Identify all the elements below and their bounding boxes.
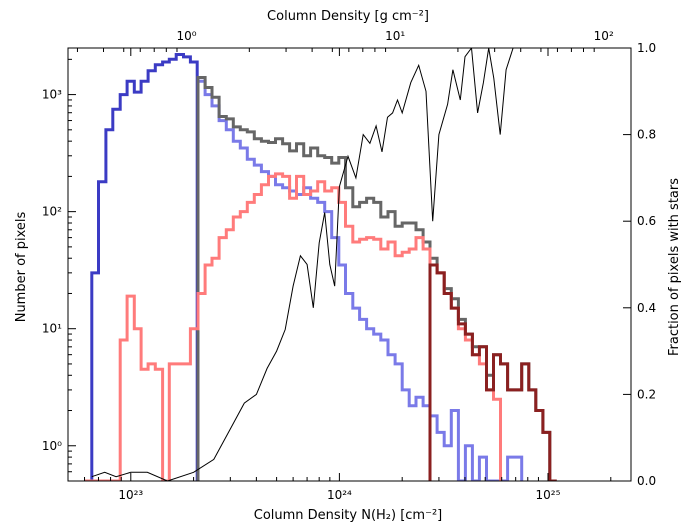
plot-frame [67,47,632,482]
top-axis-title: Column Density [g cm⁻²] [267,9,429,24]
y2-tick-label: 0.6 [637,214,656,228]
histogram-series-2 [196,79,524,481]
bottom-axis-title: Column Density N(H₂) [cm⁻²] [254,508,443,523]
x-tick-label: 10²³ [118,488,143,502]
x2-tick-label: 10¹ [385,29,405,43]
left-axis-title: Number of pixels [14,211,29,322]
y2-tick-label: 1.0 [637,41,656,55]
x-tick-label: 10²⁴ [327,488,352,502]
plot-area [84,48,557,481]
y-tick-label: 10¹ [42,322,62,336]
y-tick-label: 10⁰ [42,439,62,453]
histogram-series-3 [196,76,557,481]
histogram-series-4 [84,172,502,481]
y-tick-label: 10² [42,205,62,219]
x-tick-label: 10²⁵ [536,488,561,502]
x2-tick-label: 10² [594,29,614,43]
y2-tick-label: 0.0 [637,474,656,488]
histogram-series-1 [84,53,199,481]
fraction-with-stars-line [91,48,514,481]
right-axis-title: Fraction of pixels with stars [667,178,682,356]
y2-tick-label: 0.8 [637,128,656,142]
x2-tick-label: 10⁰ [176,29,196,43]
y-tick-label: 10³ [42,88,62,102]
y2-tick-label: 0.2 [637,387,656,401]
y2-tick-label: 0.4 [637,301,656,315]
histogram-series-5 [428,263,557,481]
series-layer [84,48,557,481]
axes: 10²³ 10²⁴ 10²⁵ 10⁰ 10¹ 10² 10⁰ 10¹ 10² 10³ 0.0 0.2 0… [42,29,656,502]
